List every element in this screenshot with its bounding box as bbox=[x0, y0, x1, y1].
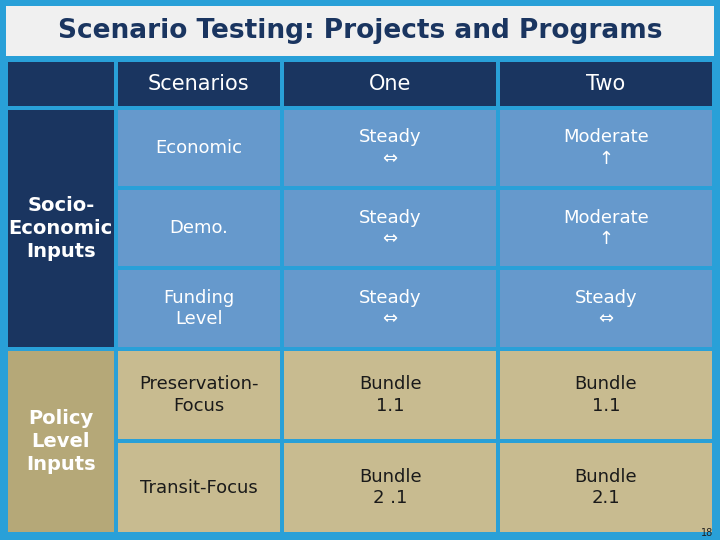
Bar bbox=[118, 443, 280, 532]
Text: Moderate
↑: Moderate ↑ bbox=[563, 129, 649, 168]
Text: Economic: Economic bbox=[156, 139, 243, 157]
Text: Moderate
↑: Moderate ↑ bbox=[563, 208, 649, 248]
Text: Socio-
Economic
Inputs: Socio- Economic Inputs bbox=[9, 196, 113, 261]
Text: 18: 18 bbox=[701, 528, 713, 538]
Text: Steady
⇔: Steady ⇔ bbox=[575, 289, 637, 328]
Bar bbox=[500, 350, 712, 440]
Bar bbox=[6, 6, 714, 56]
Text: Transit-Focus: Transit-Focus bbox=[140, 478, 258, 497]
Bar bbox=[284, 271, 496, 347]
Bar bbox=[118, 271, 280, 347]
Text: Preservation-
Focus: Preservation- Focus bbox=[139, 375, 258, 415]
Text: Steady
⇔: Steady ⇔ bbox=[359, 129, 421, 168]
Bar bbox=[500, 110, 712, 186]
Bar bbox=[284, 190, 496, 266]
Text: Scenarios: Scenarios bbox=[148, 74, 250, 94]
Bar bbox=[118, 190, 280, 266]
Bar bbox=[118, 110, 280, 186]
Bar bbox=[284, 350, 496, 440]
Bar bbox=[284, 62, 496, 106]
Text: Bundle
1.1: Bundle 1.1 bbox=[359, 375, 421, 415]
Text: Bundle
1.1: Bundle 1.1 bbox=[575, 375, 637, 415]
Text: Scenario Testing: Projects and Programs: Scenario Testing: Projects and Programs bbox=[58, 18, 662, 44]
Text: Two: Two bbox=[586, 74, 626, 94]
Bar bbox=[284, 110, 496, 186]
Text: Demo.: Demo. bbox=[169, 219, 228, 238]
Bar bbox=[500, 62, 712, 106]
Bar bbox=[500, 190, 712, 266]
Bar bbox=[284, 443, 496, 532]
Bar bbox=[118, 62, 280, 106]
Bar bbox=[8, 350, 114, 532]
Bar bbox=[500, 443, 712, 532]
Text: Steady
⇔: Steady ⇔ bbox=[359, 289, 421, 328]
Bar bbox=[6, 60, 714, 534]
Text: One: One bbox=[369, 74, 411, 94]
Text: Bundle
2 .1: Bundle 2 .1 bbox=[359, 468, 421, 508]
Text: Bundle
2.1: Bundle 2.1 bbox=[575, 468, 637, 508]
Text: Policy
Level
Inputs: Policy Level Inputs bbox=[26, 409, 96, 474]
Bar bbox=[118, 350, 280, 440]
Text: Steady
⇔: Steady ⇔ bbox=[359, 208, 421, 248]
Bar bbox=[8, 62, 114, 106]
Bar bbox=[500, 271, 712, 347]
Text: Funding
Level: Funding Level bbox=[163, 289, 235, 328]
Bar bbox=[8, 110, 114, 347]
